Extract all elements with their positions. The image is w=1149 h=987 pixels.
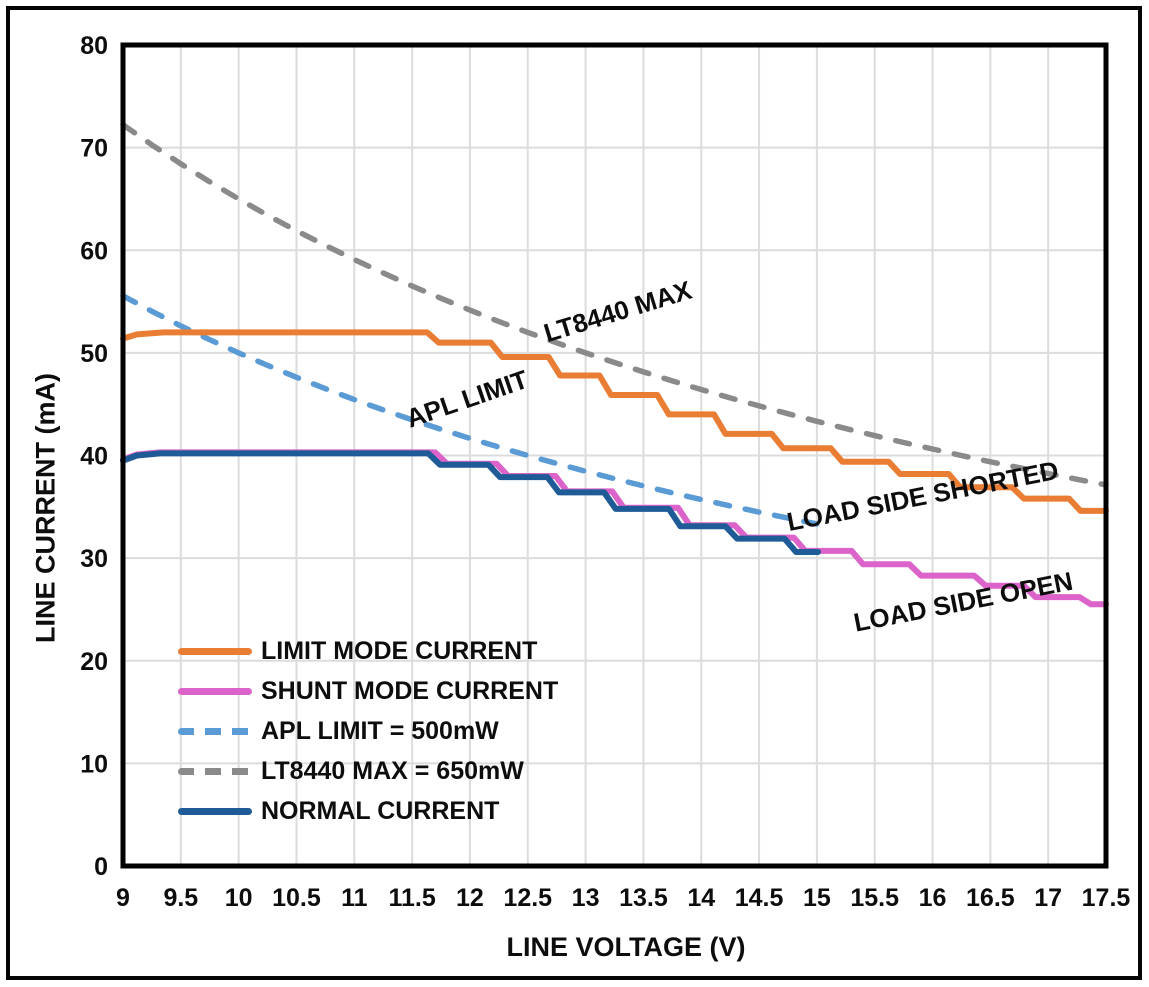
- x-tick-label-15: 15: [803, 884, 831, 912]
- y-tick-label-80: 80: [80, 32, 108, 60]
- y-tick-label-20: 20: [80, 648, 108, 676]
- x-tick-label-14-5: 14.5: [735, 884, 784, 912]
- legend-item-shunt-mode-current: SHUNT MODE CURRENT: [178, 671, 558, 711]
- y-tick-label-10: 10: [80, 750, 108, 778]
- x-tick-label-12: 12: [456, 884, 484, 912]
- x-tick-label-15-5: 15.5: [850, 884, 899, 912]
- y-tick-label-50: 50: [80, 340, 108, 368]
- legend-label: LT8440 MAX = 650mW: [261, 756, 524, 785]
- plot-border: [120, 42, 1109, 869]
- x-tick-label-11-5: 11.5: [388, 884, 435, 912]
- x-tick-label-17-5: 17.5: [1082, 884, 1131, 912]
- series-apl-limit-500mw: [120, 293, 820, 527]
- x-tick-labels: 9 9.5 10 10.5 11 11.5 12 12.5 13 13.5 14 14.5 15 15.5…: [116, 884, 1130, 912]
- legend-item-apl-limit: APL LIMIT = 500mW: [178, 711, 558, 751]
- legend-label: LIMIT MODE CURRENT: [261, 636, 538, 665]
- x-axis-title: LINE VOLTAGE (V): [506, 932, 746, 962]
- legend-item-normal-current: NORMAL CURRENT: [178, 791, 558, 831]
- y-tick-label-40: 40: [80, 443, 108, 471]
- y-tick-label-60: 60: [80, 237, 108, 265]
- x-tick-label-10-5: 10.5: [272, 884, 321, 912]
- legend-label: APL LIMIT = 500mW: [261, 716, 499, 745]
- y-tick-label-30: 30: [80, 545, 108, 573]
- series-curves: [120, 122, 1109, 608]
- x-tick-label-13-5: 13.5: [619, 884, 668, 912]
- x-tick-label-13: 13: [572, 884, 600, 912]
- y-tick-labels: 0 10 20 30 40 50 60 70 80: [80, 32, 108, 881]
- x-tick-label-17: 17: [1034, 884, 1062, 912]
- y-tick-label-70: 70: [80, 135, 108, 163]
- series-lt8440-max-650mw: [120, 122, 1109, 488]
- x-tick-label-12-5: 12.5: [503, 884, 552, 912]
- x-tick-label-9: 9: [116, 884, 130, 912]
- legend-swatch-limit-mode-current: [178, 647, 252, 655]
- x-tick-label-10: 10: [225, 884, 253, 912]
- legend-swatch-lt8440-max: [178, 767, 252, 775]
- x-tick-label-9-5: 9.5: [163, 884, 198, 912]
- annotation-apl-limit: APL LIMIT: [402, 364, 532, 434]
- legend-swatch-normal-current: [178, 807, 252, 815]
- legend-item-lt8440-max: LT8440 MAX = 650mW: [178, 751, 558, 791]
- legend-label: SHUNT MODE CURRENT: [261, 676, 559, 705]
- gridlines: [123, 45, 1106, 866]
- y-tick-label-0: 0: [94, 853, 108, 881]
- legend-swatch-apl-limit: [178, 727, 252, 735]
- legend-label: NORMAL CURRENT: [261, 796, 500, 825]
- y-axis-title: LINE CURRENT (mA): [30, 373, 61, 643]
- x-tick-label-14: 14: [687, 884, 715, 912]
- x-tick-label-11: 11: [341, 884, 368, 912]
- legend-swatch-shunt-mode-current: [178, 687, 252, 695]
- x-tick-label-16: 16: [919, 884, 947, 912]
- legend-item-limit-mode-current: LIMIT MODE CURRENT: [178, 631, 558, 671]
- series-limit-mode-current: [120, 329, 1109, 514]
- x-tick-label-16-5: 16.5: [966, 884, 1015, 912]
- annotation-lt8440-max: LT8440 MAX: [540, 275, 695, 349]
- legend: LIMIT MODE CURRENT SHUNT MODE CURRENT AP…: [178, 631, 558, 831]
- series-normal-current: [120, 450, 821, 555]
